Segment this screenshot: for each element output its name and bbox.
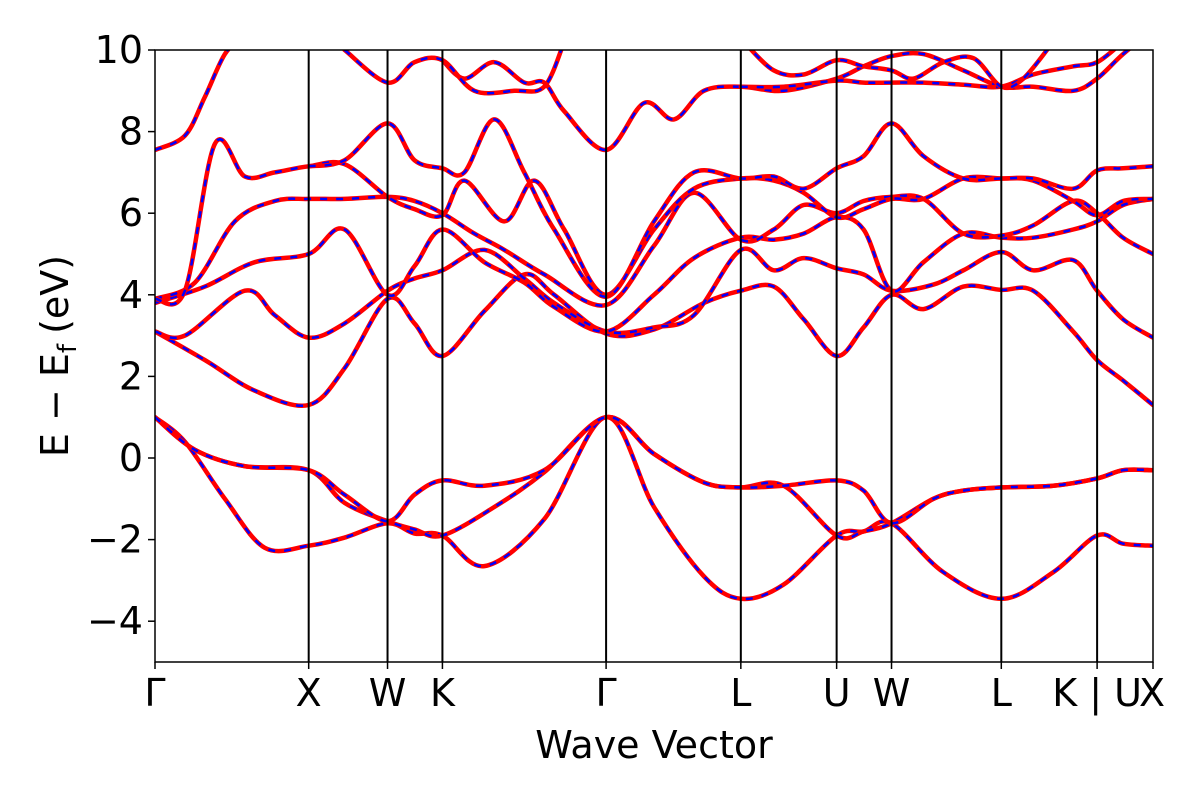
band-12-solid	[342, 50, 564, 96]
band-6-dashed	[155, 197, 1153, 333]
kpoint-lines	[307, 50, 1099, 662]
band-13-dashed	[740, 50, 1116, 89]
x-tick-label-11: X	[1139, 671, 1165, 715]
x-tick-label-2: X	[296, 671, 322, 715]
x-tick-label-1: Γ	[144, 671, 165, 715]
x-tick-label-8: W	[873, 671, 911, 715]
y-axis-title-subscript: f	[53, 343, 83, 353]
y-tick-label-8: 10	[95, 28, 143, 72]
y-tick-label-2: −2	[87, 518, 143, 562]
x-tick-label-6: L	[730, 671, 751, 715]
y-tick-label-6: 6	[119, 191, 143, 235]
y-axis: −4 −2 0 2 4 6 8 10	[87, 28, 155, 643]
band-4-solid	[155, 271, 1153, 409]
x-tick-label-9: L	[991, 671, 1012, 715]
band-5-dashed	[155, 247, 1153, 340]
y-tick-label-4: 2	[119, 354, 143, 398]
plot-area	[155, 50, 1153, 602]
y-axis-title: E − Ef (eV)	[33, 255, 83, 457]
y-tick-label-5: 4	[119, 273, 143, 317]
x-axis-title: Wave Vector	[535, 723, 773, 767]
band-11-dashed	[441, 50, 1130, 152]
x-tick-label-10: K | U	[1052, 671, 1142, 716]
band-9-dashed	[155, 50, 230, 152]
x-tick-label-3: W	[369, 671, 407, 715]
x-tick-label-7: U	[823, 671, 851, 715]
band-14-dashed	[749, 50, 1049, 90]
x-tick-label-4: K	[430, 671, 456, 715]
y-axis-title-main: E − E	[33, 353, 77, 457]
plot-frame	[154, 49, 1154, 663]
y-tick-label-3: 0	[119, 436, 143, 480]
y-tick-label-1: −4	[87, 599, 143, 643]
x-tick-label-5: Γ	[596, 671, 617, 715]
y-tick-label-7: 8	[119, 110, 143, 154]
band-8-dashed	[155, 138, 1153, 306]
y-axis-title-unit: (eV)	[33, 255, 77, 334]
